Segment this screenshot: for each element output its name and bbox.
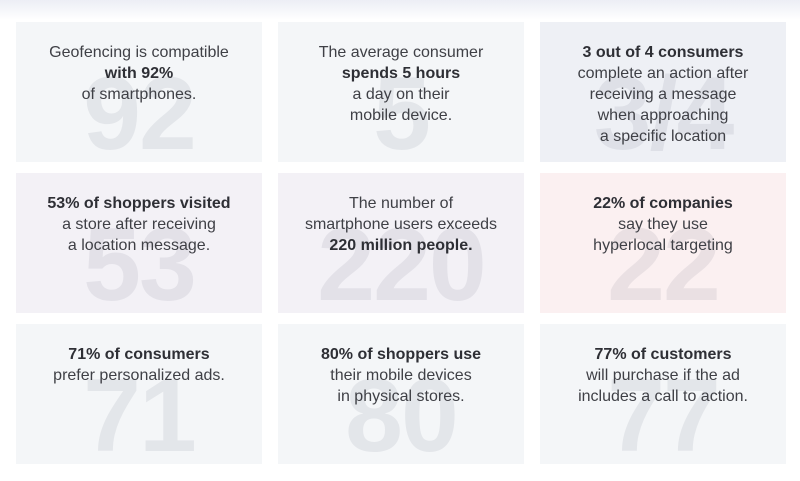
stat-card-in-store-mobile: 80 80% of shoppers use their mobile devi…: [278, 324, 524, 464]
stat-line: a location message.: [22, 235, 256, 256]
stat-highlight: 53% of shoppers visited: [47, 195, 231, 212]
stat-line-text: in physical stores.: [337, 388, 465, 405]
stat-line-text: of smartphones.: [81, 86, 197, 103]
stat-line: when approaching: [546, 105, 780, 126]
stat-line: mobile device.: [284, 105, 518, 126]
stat-card-hyperlocal: 22 22% of companies say they use hyperlo…: [540, 173, 786, 313]
stat-line-text: a store after receiving: [62, 216, 216, 233]
stat-line-text: smartphone users exceeds: [304, 216, 498, 233]
stat-text: Geofencing is compatible with 92% of sma…: [16, 42, 262, 105]
stat-highlight: 22% of companies: [593, 195, 733, 212]
stat-line-text: includes a call to action.: [578, 388, 748, 405]
stat-highlight: 220 million people.: [329, 237, 473, 254]
stat-line: 22% of companies: [546, 193, 780, 214]
stat-line-text: their mobile devices: [330, 367, 472, 384]
stat-line-text: The average consumer: [318, 44, 484, 61]
stat-line-text: will purchase if the ad: [586, 367, 740, 384]
stat-line: their mobile devices: [284, 365, 518, 386]
stat-line: spends 5 hours: [284, 63, 518, 84]
stat-card-mobile-hours: 5 The average consumer spends 5 hours a …: [278, 22, 524, 162]
stat-line: with 92%: [22, 63, 256, 84]
stat-line: 3 out of 4 consumers: [546, 42, 780, 63]
stat-line: The number of: [284, 193, 518, 214]
stat-line: receiving a message: [546, 84, 780, 105]
stat-text: 77% of customers will purchase if the ad…: [540, 344, 786, 407]
stat-line-text: hyperlocal targeting: [593, 237, 733, 254]
stat-card-geofencing: 92 Geofencing is compatible with 92% of …: [16, 22, 262, 162]
stat-card-personalized-ads: 71 71% of consumers prefer personalized …: [16, 324, 262, 464]
stat-line: 77% of customers: [546, 344, 780, 365]
stat-line-text: The number of: [348, 195, 454, 212]
stat-text: The average consumer spends 5 hours a da…: [278, 42, 524, 126]
stat-line-text: mobile device.: [349, 107, 453, 124]
stat-text: 80% of shoppers use their mobile devices…: [278, 344, 524, 407]
stat-highlight: 3 out of 4 consumers: [582, 44, 744, 61]
stat-card-store-visits: 53 53% of shoppers visited a store after…: [16, 173, 262, 313]
stat-text: 53% of shoppers visited a store after re…: [16, 193, 262, 256]
stat-highlight: 77% of customers: [594, 346, 732, 363]
stat-card-call-to-action: 77 77% of customers will purchase if the…: [540, 324, 786, 464]
stat-line-text: a day on their: [352, 86, 450, 103]
stat-line-text: complete an action after: [577, 65, 749, 82]
stat-line: 80% of shoppers use: [284, 344, 518, 365]
stat-text: 71% of consumers prefer personalized ads…: [16, 344, 262, 386]
stat-highlight: spends 5 hours: [341, 65, 461, 82]
stat-line: a day on their: [284, 84, 518, 105]
stat-line: say they use: [546, 214, 780, 235]
stat-line-text: say they use: [618, 216, 708, 233]
stat-line: a specific location: [546, 126, 780, 147]
stat-line: hyperlocal targeting: [546, 235, 780, 256]
stat-line: a store after receiving: [22, 214, 256, 235]
stat-line: 220 million people.: [284, 235, 518, 256]
stat-line-text: a specific location: [599, 128, 727, 145]
stat-line: 71% of consumers: [22, 344, 256, 365]
stat-highlight: 71% of consumers: [68, 346, 210, 363]
stat-line-text: prefer personalized ads.: [53, 367, 225, 384]
stat-line: prefer personalized ads.: [22, 365, 256, 386]
stat-line: 53% of shoppers visited: [22, 193, 256, 214]
stat-line-text: a location message.: [67, 237, 211, 254]
stat-highlight: 80% of shoppers use: [320, 346, 482, 363]
stat-card-location-action: 3/4 3 out of 4 consumers complete an act…: [540, 22, 786, 162]
stat-text: 3 out of 4 consumers complete an action …: [540, 42, 786, 147]
stat-line-text: when approaching: [597, 107, 729, 124]
stat-highlight: with 92%: [104, 65, 174, 82]
stat-text: The number of smartphone users exceeds 2…: [278, 193, 524, 256]
stat-line: of smartphones.: [22, 84, 256, 105]
stat-line: includes a call to action.: [546, 386, 780, 407]
stat-line: The average consumer: [284, 42, 518, 63]
stat-line: Geofencing is compatible: [22, 42, 256, 63]
stat-card-smartphone-users: 220 The number of smartphone users excee…: [278, 173, 524, 313]
stat-line-text: Geofencing is compatible: [49, 44, 229, 61]
stat-line: will purchase if the ad: [546, 365, 780, 386]
top-band: [0, 0, 800, 20]
stat-line: smartphone users exceeds: [284, 214, 518, 235]
stat-text: 22% of companies say they use hyperlocal…: [540, 193, 786, 256]
stat-line: in physical stores.: [284, 386, 518, 407]
stat-line-text: receiving a message: [589, 86, 737, 103]
stat-line: complete an action after: [546, 63, 780, 84]
